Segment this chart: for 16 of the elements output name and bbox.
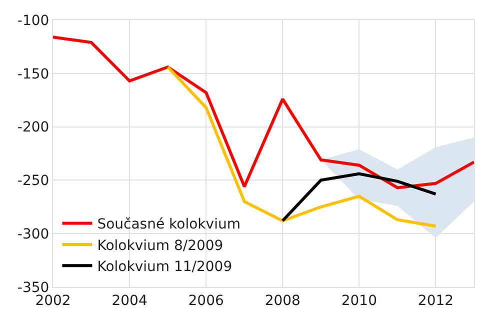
legend-label: Kolokvium 8/2009 [97,238,224,254]
line-series [53,36,474,190]
y-tick-label: -250 [17,173,50,190]
y-tick-label: -150 [17,66,50,82]
line-series [166,65,438,228]
y-tick-label: -300 [17,226,50,242]
y-tick-label: -200 [17,120,50,136]
x-tick-label: 2006 [188,292,224,309]
line-series [281,172,438,222]
x-tick-label: 2010 [341,292,377,309]
x-tick-label: 2012 [418,292,454,309]
x-tick-label: 2004 [112,292,148,309]
legend-label: Současné kolokvium [97,216,240,233]
y-tick-label: -100 [17,12,50,29]
x-tick-label: 2008 [264,292,300,309]
legend-label: Kolokvium 11/2009 [97,259,232,276]
